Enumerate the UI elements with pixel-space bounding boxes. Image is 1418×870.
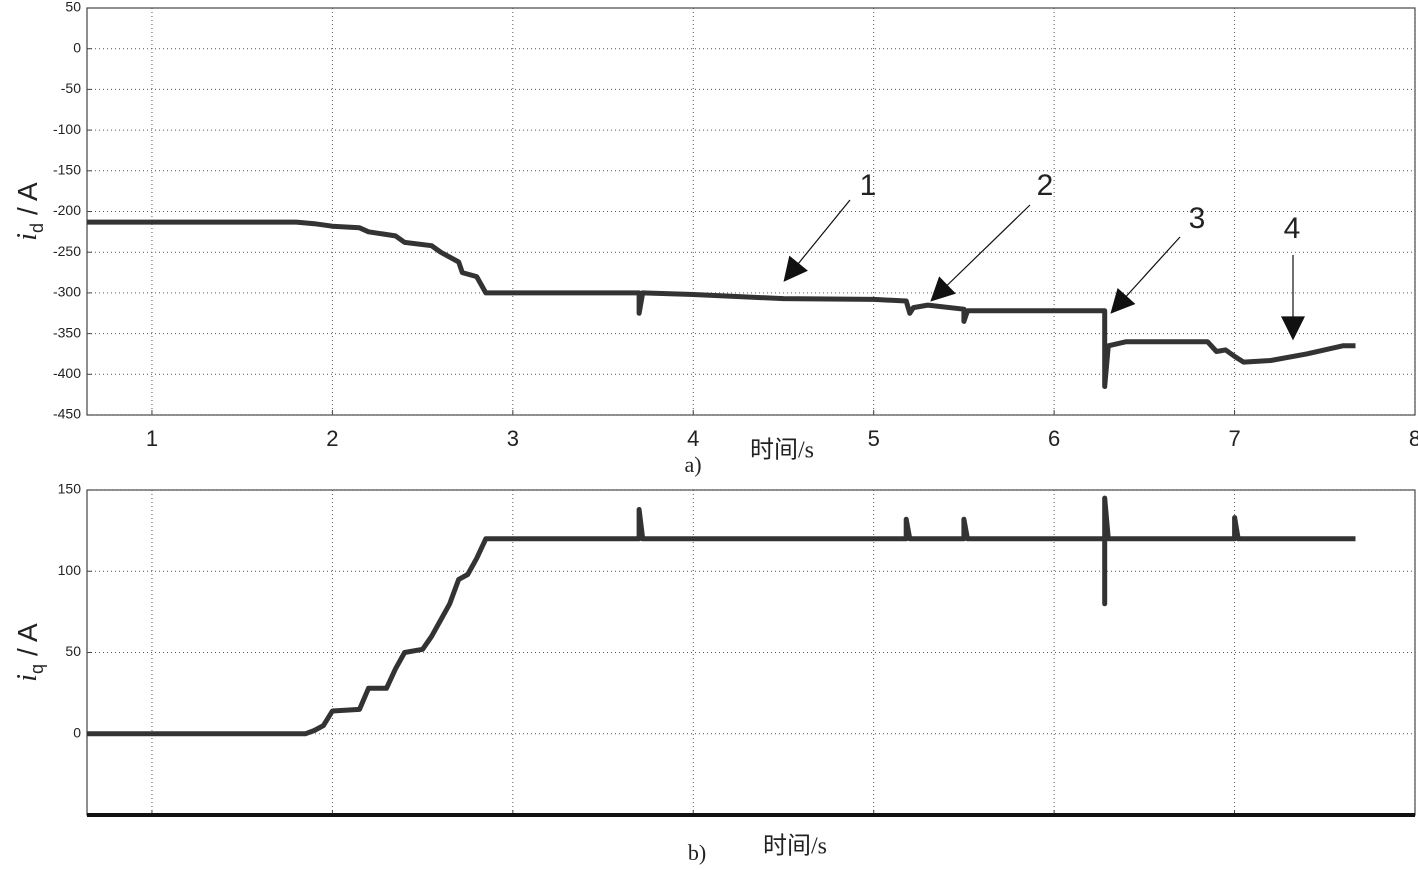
y-axis-subscript: q xyxy=(27,664,47,674)
y-tick-label: -100 xyxy=(53,121,81,137)
x-tick-label: 1 xyxy=(146,426,158,451)
y-axis-title: id / A xyxy=(12,182,46,241)
x-tick-label: 6 xyxy=(1048,426,1060,451)
annotation-label: 2 xyxy=(1037,169,1054,202)
annotation-label: 3 xyxy=(1189,202,1206,235)
panel-label: a) xyxy=(684,452,701,477)
y-tick-label: -300 xyxy=(53,284,81,300)
y-tick-label: 50 xyxy=(65,0,81,15)
y-axis-title: iq / A xyxy=(12,623,46,682)
y-axis-symbol: i xyxy=(12,233,43,241)
annotation-arrow xyxy=(1110,236,1181,314)
y-axis-symbol: i xyxy=(12,674,43,682)
x-tick-label: 2 xyxy=(326,426,338,451)
annotation-arrow xyxy=(930,204,1031,302)
y-tick-label: 0 xyxy=(73,724,81,740)
data-line xyxy=(87,495,1356,737)
x-tick-label: 8 xyxy=(1409,426,1418,451)
y-tick-label: -200 xyxy=(53,202,81,218)
annotation-label: 1 xyxy=(860,169,877,202)
annotation-label: 4 xyxy=(1284,212,1301,245)
x-axis-title: 时间/s xyxy=(750,437,814,464)
y-axis-unit: / A xyxy=(12,623,43,656)
panel-label: b) xyxy=(688,840,706,865)
y-tick-label: 150 xyxy=(58,481,82,497)
y-tick-label: -450 xyxy=(53,406,81,422)
y-axis-unit: / A xyxy=(12,182,43,215)
x-tick-label: 5 xyxy=(868,426,880,451)
annotation-arrow xyxy=(783,199,851,282)
y-tick-label: 100 xyxy=(58,562,82,578)
x-axis-title: 时间/s xyxy=(763,833,827,860)
x-tick-label: 3 xyxy=(507,426,519,451)
y-tick-label: -250 xyxy=(53,243,81,259)
y-axis-subscript: d xyxy=(27,223,47,233)
x-tick-label: 7 xyxy=(1228,426,1240,451)
y-tick-label: -400 xyxy=(53,365,81,381)
y-tick-label: -150 xyxy=(53,162,81,178)
y-tick-label: 50 xyxy=(65,643,81,659)
y-tick-label: 0 xyxy=(73,39,81,55)
y-tick-label: -350 xyxy=(53,324,81,340)
data-line xyxy=(87,219,1356,389)
x-tick-label: 4 xyxy=(687,426,699,451)
y-tick-label: -50 xyxy=(61,80,81,96)
